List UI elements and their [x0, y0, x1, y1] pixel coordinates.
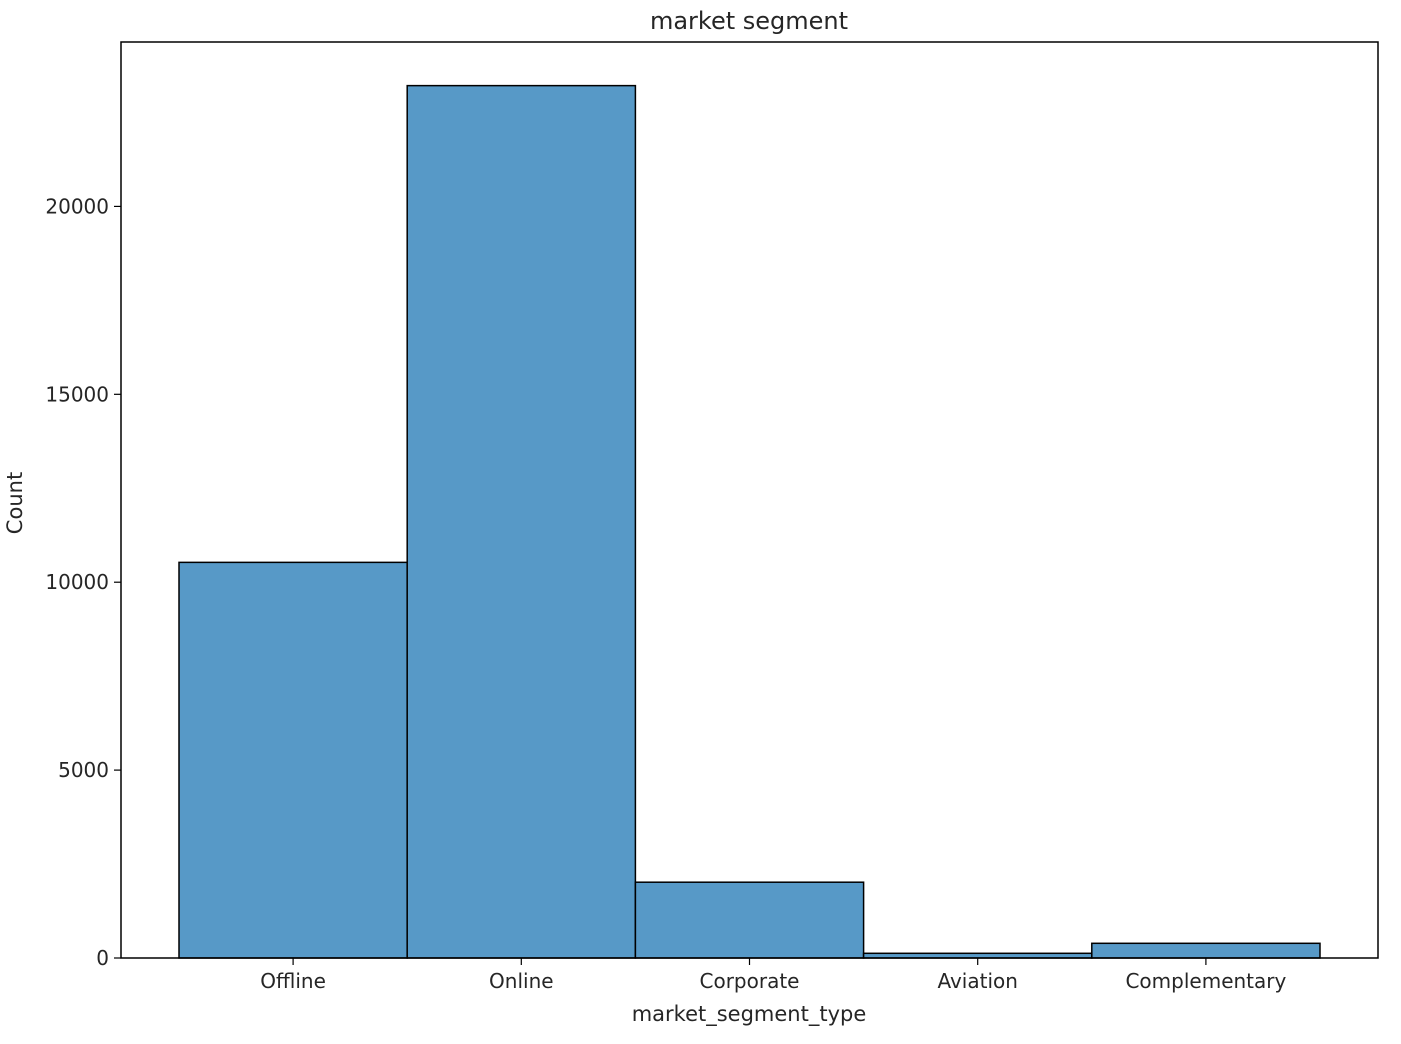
y-tick-label: 15000 — [45, 382, 109, 406]
bar-corporate — [634, 881, 865, 959]
x-tick-label: Complementary — [1125, 969, 1286, 993]
x-axis-label: market_segment_type — [632, 1002, 867, 1027]
bar-online — [406, 84, 637, 959]
bar-offline — [178, 561, 408, 959]
x-tick-label: Online — [489, 969, 554, 993]
x-tick-label: Offline — [260, 969, 326, 993]
bars-group — [178, 84, 1321, 959]
y-tick-label: 5000 — [58, 758, 109, 782]
y-axis-label: Count — [3, 472, 27, 534]
bar-complementary — [1091, 942, 1321, 959]
y-tick-label: 10000 — [45, 570, 109, 594]
ticks-group: Offline Online Corporate Aviation Complement… — [45, 194, 1286, 993]
y-tick-label: 0 — [96, 946, 109, 970]
x-tick-label: Corporate — [700, 969, 800, 993]
y-tick-label: 20000 — [45, 194, 109, 218]
x-tick-label: Aviation — [937, 969, 1017, 993]
plot-frame — [120, 41, 1379, 959]
chart-title: market segment — [650, 7, 848, 35]
